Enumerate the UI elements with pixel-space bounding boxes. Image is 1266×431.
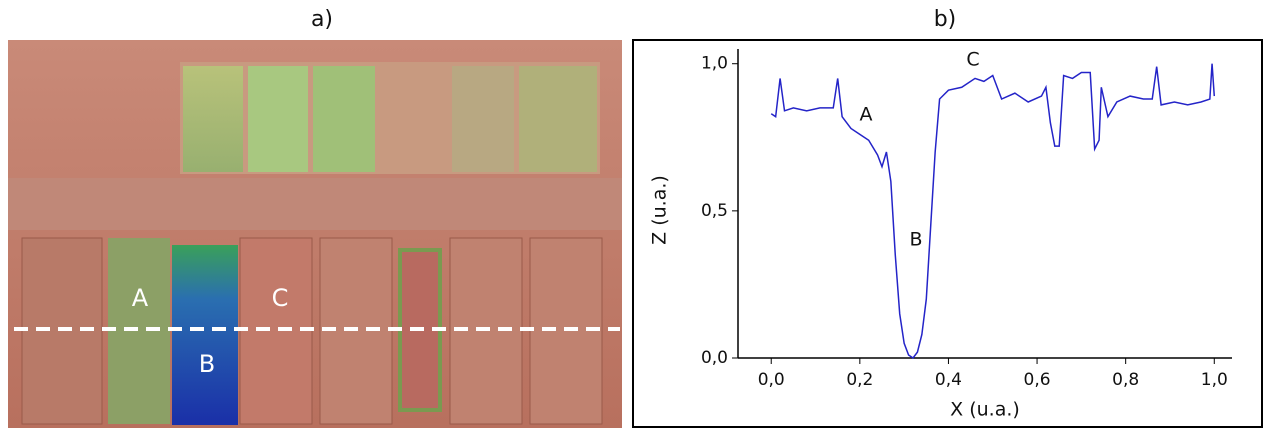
annotation: C (966, 49, 979, 71)
panel (108, 238, 170, 424)
panel-frame (632, 39, 1263, 428)
data-line (770, 63, 1216, 360)
x-tick-label: 0,8 (1112, 370, 1139, 390)
cavity (172, 245, 238, 425)
x-tick-label: 1,0 (1201, 370, 1228, 390)
window (452, 66, 514, 172)
x-axis-title: X (u.a.) (950, 399, 1020, 421)
annotation: B (909, 229, 922, 251)
y-tick-label: 1,0 (701, 54, 728, 74)
x-tick-label: 0,6 (1024, 370, 1051, 390)
window (183, 66, 243, 172)
panel-label: b) (934, 7, 957, 32)
image-label: C (272, 284, 289, 312)
annotation: A (860, 104, 873, 126)
x-tick-label: 0,0 (758, 370, 785, 390)
x-tick-label: 0,2 (846, 370, 873, 390)
image-label: B (199, 350, 215, 378)
y-axis-title: Z (u.a.) (649, 175, 671, 245)
x-tick-label: 0,4 (935, 370, 962, 390)
window (313, 66, 375, 172)
y-tick-label: 0,0 (701, 348, 728, 368)
panel-label: a) (311, 7, 333, 32)
window (519, 66, 597, 172)
band (8, 178, 622, 230)
window (248, 66, 308, 172)
image-label: A (132, 284, 149, 312)
photo: A B C (8, 40, 622, 428)
y-tick-label: 0,5 (701, 201, 728, 221)
